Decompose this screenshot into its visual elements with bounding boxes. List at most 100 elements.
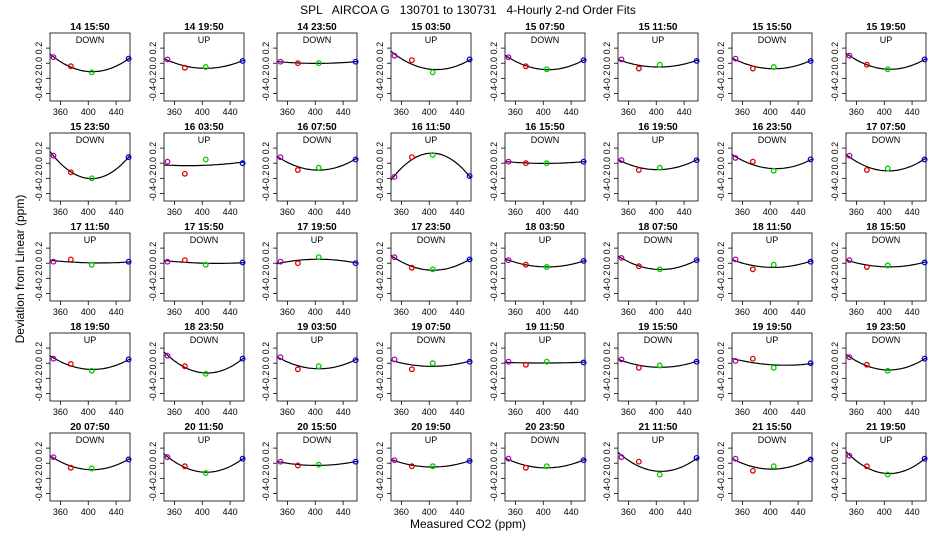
panel-frame bbox=[845, 432, 927, 502]
y-tick-label: 0.2 bbox=[602, 142, 612, 155]
y-tick-label: -0.4 bbox=[261, 286, 271, 302]
x-tick-label: 400 bbox=[422, 107, 437, 117]
y-tick-label: 0.2 bbox=[34, 442, 44, 455]
x-tick-label: 400 bbox=[877, 107, 892, 117]
x-tick-label: 440 bbox=[109, 107, 124, 117]
panel-frame bbox=[276, 432, 358, 502]
x-tick-label: 440 bbox=[791, 207, 806, 217]
panel: 15 07:50 DOWN -0.4-0.20.0 0.2 360 400 440 bbox=[489, 22, 587, 117]
panel: 14 19:50 UP -0.4-0.20.0 0.2 360 400 440 bbox=[148, 22, 246, 117]
x-tick-label: 440 bbox=[564, 107, 579, 117]
data-point bbox=[164, 56, 171, 63]
panel: 19 03:50 UP -0.4-0.20.0 0.2 360 400 440 bbox=[261, 322, 359, 417]
panel-frame bbox=[845, 132, 927, 202]
data-point bbox=[408, 264, 415, 271]
y-tick-label: -0.2 bbox=[148, 471, 158, 487]
x-tick-label: 440 bbox=[677, 207, 692, 217]
panel-frame bbox=[163, 332, 245, 402]
panel-title: 20 07:50 bbox=[70, 422, 110, 433]
data-point bbox=[277, 58, 284, 65]
y-tick-label: -0.4 bbox=[261, 386, 271, 402]
data-point bbox=[505, 455, 512, 462]
x-tick-label: 440 bbox=[905, 307, 920, 317]
x-tick-label: 440 bbox=[223, 107, 238, 117]
data-point bbox=[50, 258, 57, 265]
data-point bbox=[921, 355, 928, 362]
panel-frame bbox=[617, 32, 699, 102]
data-point bbox=[50, 152, 57, 159]
x-tick-label: 440 bbox=[336, 407, 351, 417]
panel: 19 11:50 UP -0.4-0.20.0 0.2 360 400 440 bbox=[489, 322, 587, 417]
data-point bbox=[181, 463, 188, 470]
x-tick-label: 400 bbox=[763, 307, 778, 317]
x-tick-label: 360 bbox=[621, 107, 636, 117]
data-point bbox=[807, 156, 814, 163]
y-tick-label: -0.4 bbox=[261, 186, 271, 202]
y-tick-label: -0.4 bbox=[34, 86, 44, 102]
fit-curve bbox=[390, 50, 472, 71]
x-tick-label: 440 bbox=[677, 307, 692, 317]
panel-title: 19 11:50 bbox=[526, 322, 565, 333]
x-tick-label: 360 bbox=[394, 107, 409, 117]
panel-direction: DOWN bbox=[644, 235, 673, 245]
panel-direction: DOWN bbox=[303, 35, 332, 45]
data-point bbox=[522, 361, 529, 368]
panel-title: 20 15:50 bbox=[297, 422, 337, 433]
panel-direction: UP bbox=[198, 135, 211, 145]
data-point bbox=[693, 358, 700, 365]
panel-title: 15 23:50 bbox=[70, 122, 110, 133]
x-tick-label: 440 bbox=[336, 107, 351, 117]
y-tick-label: 0.0 bbox=[602, 257, 612, 270]
data-point bbox=[88, 367, 95, 374]
data-point bbox=[846, 52, 853, 59]
data-point bbox=[429, 69, 436, 76]
data-point bbox=[543, 66, 550, 73]
panel-title: 17 19:50 bbox=[297, 222, 337, 233]
x-tick-label: 360 bbox=[53, 507, 68, 517]
x-tick-label: 440 bbox=[109, 507, 124, 517]
x-tick-label: 440 bbox=[677, 407, 692, 417]
data-point bbox=[543, 160, 550, 167]
x-tick-label: 400 bbox=[763, 207, 778, 217]
y-tick-label: -0.4 bbox=[716, 186, 726, 202]
data-point bbox=[67, 169, 74, 176]
x-tick-label: 360 bbox=[735, 107, 750, 117]
x-tick-label: 440 bbox=[450, 407, 465, 417]
x-tick-label: 360 bbox=[167, 207, 182, 217]
fit-curve bbox=[49, 53, 131, 73]
data-point bbox=[315, 363, 322, 370]
panel-direction: DOWN bbox=[758, 35, 787, 45]
panel-direction: UP bbox=[198, 35, 211, 45]
x-tick-label: 440 bbox=[109, 207, 124, 217]
panel-title: 16 23:50 bbox=[752, 122, 792, 133]
y-tick-label: 0.2 bbox=[34, 342, 44, 355]
y-tick-label: 0.0 bbox=[261, 57, 271, 70]
y-tick-label: -0.4 bbox=[34, 386, 44, 402]
data-point bbox=[315, 254, 322, 261]
panel: 16 15:50 DOWN -0.4-0.20.0 0.2 360 400 440 bbox=[489, 122, 587, 217]
fit-curve bbox=[163, 161, 245, 167]
data-point bbox=[618, 356, 625, 363]
data-point bbox=[505, 158, 512, 165]
panel-direction: UP bbox=[539, 335, 552, 345]
panel-title: 18 15:50 bbox=[866, 222, 906, 233]
x-tick-label: 440 bbox=[336, 507, 351, 517]
data-point bbox=[239, 160, 246, 167]
x-tick-label: 360 bbox=[53, 407, 68, 417]
y-tick-label: 0.2 bbox=[716, 42, 726, 55]
panel-direction: UP bbox=[652, 435, 665, 445]
data-point bbox=[770, 261, 777, 268]
x-tick-label: 440 bbox=[677, 507, 692, 517]
x-tick-label: 360 bbox=[735, 307, 750, 317]
data-point bbox=[863, 167, 870, 173]
data-point bbox=[846, 452, 853, 459]
x-tick-label: 360 bbox=[394, 507, 409, 517]
y-tick-label: 0.0 bbox=[34, 357, 44, 370]
data-point bbox=[580, 457, 587, 464]
y-tick-label: 0.2 bbox=[375, 442, 385, 455]
y-tick-label: 0.2 bbox=[602, 342, 612, 355]
x-tick-label: 440 bbox=[223, 407, 238, 417]
y-tick-label: -0.2 bbox=[34, 171, 44, 187]
y-tick-label: 0.0 bbox=[716, 457, 726, 470]
fit-curve bbox=[731, 153, 813, 170]
